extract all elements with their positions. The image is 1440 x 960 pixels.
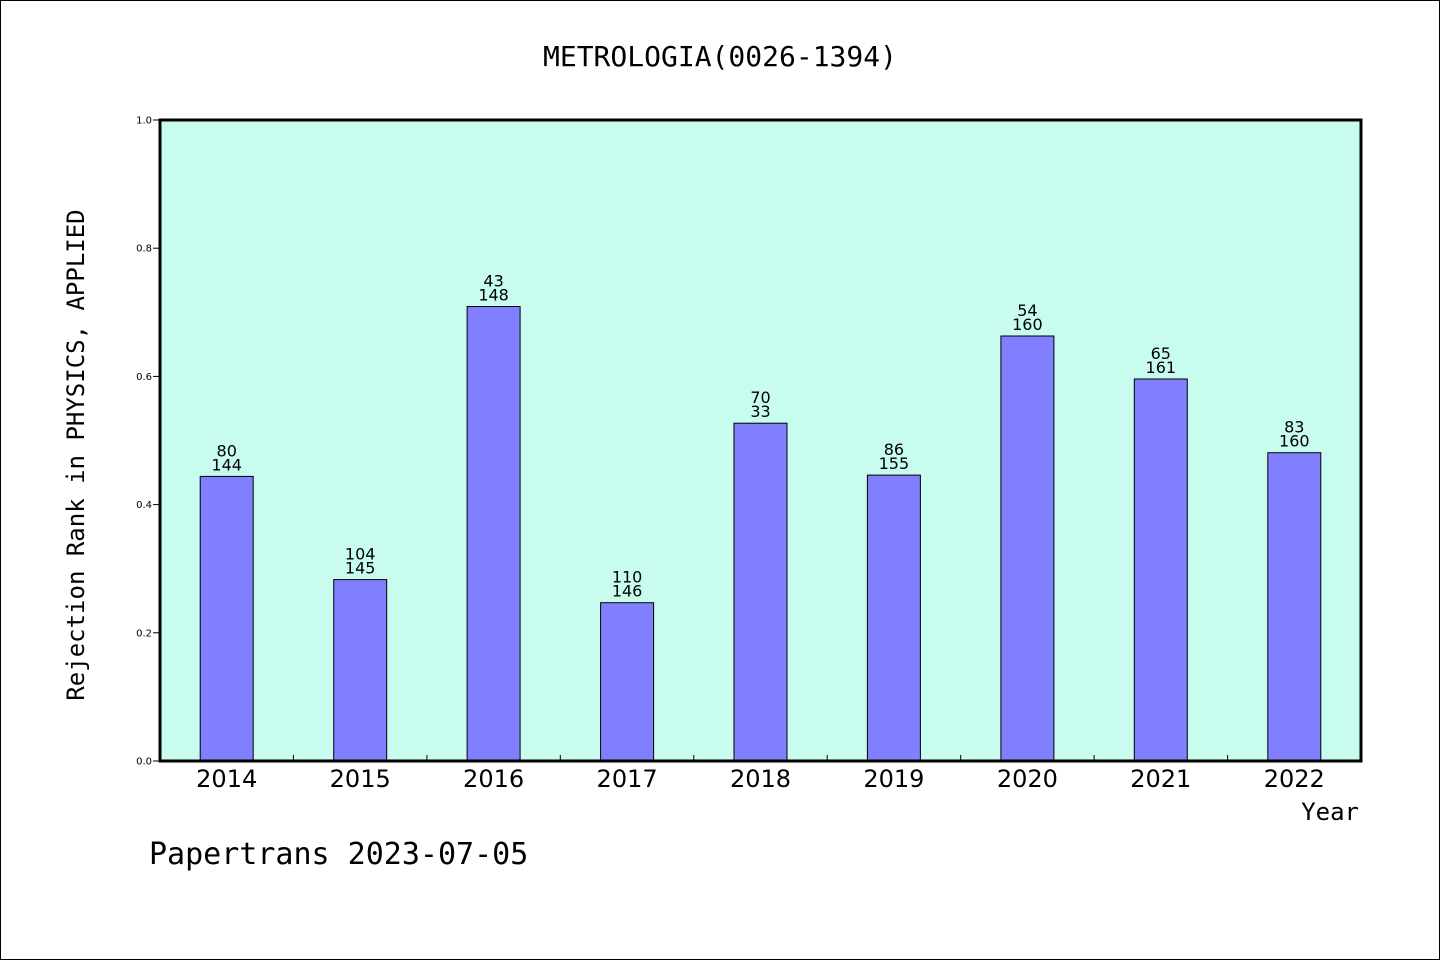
y-tick-label: 0.8 [136,244,152,255]
footer-text: Papertrans 2023-07-05 [149,837,528,872]
bar-label-bottom: 148 [478,286,509,305]
bar-2018 [733,422,788,762]
bar-label-top: 104 [345,545,376,564]
chart-title: METROLOGIA(0026-1394) [543,40,897,73]
x-tick-label: 2019 [863,765,924,793]
bar-label-top: 65 [1151,344,1171,363]
x-tick-label: 2017 [597,765,658,793]
bar-2021 [1133,378,1188,762]
x-tick-label: 2021 [1130,765,1191,793]
bar-label-bottom: 161 [1146,358,1177,377]
y-axis-label: Rejection Rank in PHYSICS, APPLIED [62,209,90,700]
x-tick-label: 2014 [196,765,257,793]
bar-label-top: 80 [217,441,237,460]
bar-label-top: 43 [483,272,503,291]
bar-2019 [866,474,921,762]
bar-2014 [199,475,254,762]
y-tick-label: 0.6 [136,372,152,383]
y-tick-label: 0.2 [136,628,152,639]
bar-label-bottom: 160 [1012,315,1043,334]
x-tick-label: 2020 [997,765,1058,793]
x-tick-label: 2016 [463,765,524,793]
bar-label-top: 110 [612,568,643,587]
bar-label-top: 54 [1017,301,1037,320]
bar-label-bottom: 33 [750,402,770,421]
bar-2017 [600,602,655,762]
bar-2020 [1000,335,1055,762]
bar-label-bottom: 160 [1279,432,1310,451]
bar-label-bottom: 144 [211,455,242,474]
x-tick-label: 2015 [330,765,391,793]
bar-label-top: 83 [1284,418,1304,437]
y-tick-label: 0.4 [136,500,152,511]
x-axis-label: Year [1301,798,1359,826]
bar-label-top: 86 [884,440,904,459]
bar-2016 [466,306,521,762]
bar-label-bottom: 145 [345,559,376,578]
bar-label-bottom: 146 [612,582,643,601]
y-tick-label: 1.0 [136,116,152,127]
bar-label-top: 70 [750,388,770,407]
x-tick-label: 2018 [730,765,791,793]
x-tick-label: 2022 [1264,765,1325,793]
bar-2015 [333,579,388,762]
y-tick-label: 0.0 [136,757,152,768]
bar-label-bottom: 155 [879,454,910,473]
plot-border [158,118,1363,763]
bar-2022 [1267,452,1322,762]
